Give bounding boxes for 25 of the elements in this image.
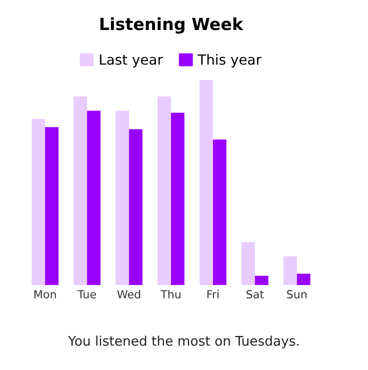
- x-tick-label: Thu: [160, 290, 180, 298]
- bar: [283, 256, 297, 285]
- legend-label: This year: [198, 54, 262, 68]
- bar: [158, 96, 171, 285]
- bar: [200, 80, 213, 285]
- bar: [171, 112, 184, 285]
- x-tick-label: Fri: [207, 290, 219, 298]
- bar: [45, 127, 59, 285]
- x-tick-label: Tue: [78, 290, 96, 298]
- bar: [87, 110, 100, 285]
- bar: [116, 110, 130, 285]
- text: You listened the most on Tuesdays.: [68, 336, 299, 348]
- x-tick-label: Sat: [246, 290, 264, 298]
- bar: [296, 274, 310, 285]
- legend-label: Last year: [100, 54, 163, 68]
- x-tick-label: Wed: [117, 290, 140, 298]
- x-tick-label: Mon: [34, 290, 56, 298]
- bar: [242, 242, 255, 285]
- bar: [129, 129, 142, 285]
- bar: [32, 118, 46, 285]
- bar: [74, 96, 88, 285]
- bar: [212, 139, 226, 285]
- chart-title: Listening Week: [100, 17, 244, 34]
- x-tick-label: Sun: [287, 290, 307, 298]
- bar: [254, 276, 268, 285]
